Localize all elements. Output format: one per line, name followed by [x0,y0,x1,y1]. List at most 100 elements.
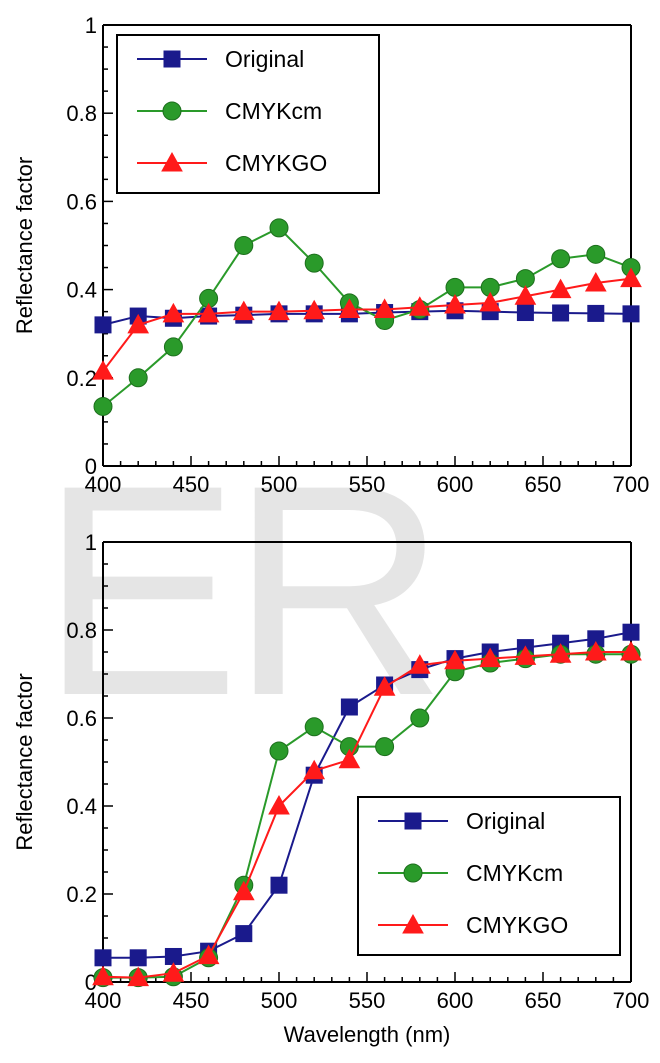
legend-label: CMYKcm [225,98,322,124]
legend-marker [404,812,422,830]
data-point [162,962,185,982]
data-point [552,304,570,322]
data-point [269,218,289,238]
data-point [373,676,396,696]
data-point [92,965,114,986]
x-axis-label: Wavelength (nm) [284,1022,451,1047]
legend-label: Original [225,46,304,72]
data-point [622,305,640,323]
data-point [270,876,288,894]
data-point [515,269,535,289]
data-point [304,717,324,737]
series-line [102,277,632,372]
x-tick-label: 450 [173,988,210,1013]
data-point [94,316,112,334]
x-tick-label: 700 [613,472,650,497]
data-point [584,640,607,661]
y-tick-label: 0.6 [66,189,97,214]
legend: Original CMYKcm CMYKGO [357,796,621,956]
y-axis-label: Reflectance factor [12,673,37,850]
data-point [235,925,253,943]
data-point [410,708,430,728]
x-tick-label: 500 [261,472,298,497]
data-point [584,271,607,292]
data-point [444,294,466,314]
x-tick-label: 700 [613,988,650,1013]
x-tick-label: 500 [261,988,298,1013]
x-tick-label: 450 [173,472,210,497]
data-point [93,396,113,416]
x-tick-label: 600 [437,472,474,497]
data-point [338,748,361,769]
y-tick-label: 1 [85,13,97,38]
data-point [338,298,361,318]
data-point [269,741,289,761]
data-point [408,296,431,316]
y-tick-label: 0.8 [66,618,97,643]
data-point [303,299,326,320]
chart-panel-1: 0 0.2 0.4 0.6 0.8 1 400 450 500 550 600 650 700 Refle… [12,13,649,497]
data-point [128,368,148,388]
legend-label: CMYKGO [466,912,568,938]
data-point [232,300,255,321]
series-cmykgo [92,267,642,380]
series-line [103,631,632,959]
data-point [163,337,183,357]
series-line [102,226,632,408]
legend: Original CMYKcm CMYKGO [116,34,380,194]
data-point [232,880,255,901]
y-tick-label: 0.4 [66,278,97,303]
data-point [92,360,114,380]
series-line [103,653,631,979]
data-point [587,304,605,322]
data-point [445,277,465,297]
x-tick-label: 550 [349,472,386,497]
x-tick-label: 400 [85,988,122,1013]
legend-marker [402,913,424,934]
data-point [444,649,466,670]
data-point [94,949,112,967]
data-point [127,966,150,987]
x-tick-label: 550 [349,988,386,1013]
series-cmykgo [92,640,642,987]
legend-label: Original [466,808,545,834]
data-point [620,640,642,661]
data-point [129,949,147,967]
y-tick-label: 0.4 [66,794,97,819]
data-point [514,285,537,305]
y-tick-label: 0.2 [66,366,97,391]
series-line [102,309,632,326]
data-point [549,643,572,663]
x-tick-label: 650 [525,988,562,1013]
data-point [549,278,572,299]
x-tick-label: 650 [525,472,562,497]
data-point [514,645,537,665]
data-point [162,302,185,323]
legend-marker [163,50,181,68]
y-tick-label: 0.6 [66,706,97,731]
x-tick-label: 400 [85,472,122,497]
x-tick-label: 600 [437,988,474,1013]
y-tick-label: 0 [85,454,97,479]
legend-box [357,796,621,956]
data-point [551,249,571,269]
data-point [127,313,150,334]
data-point [479,291,502,312]
data-point [304,253,324,273]
legend-marker [162,101,182,121]
legend-label: CMYKGO [225,150,327,176]
y-tick-label: 0.2 [66,882,97,907]
data-point [586,244,606,264]
data-point [340,698,358,716]
data-point [268,300,290,321]
data-point [408,654,431,674]
data-point [234,236,254,255]
data-point [620,267,642,288]
data-point [516,304,534,322]
y-tick-label: 0.8 [66,101,97,126]
data-point [375,737,395,757]
data-point [197,944,220,965]
legend-marker [403,863,423,883]
